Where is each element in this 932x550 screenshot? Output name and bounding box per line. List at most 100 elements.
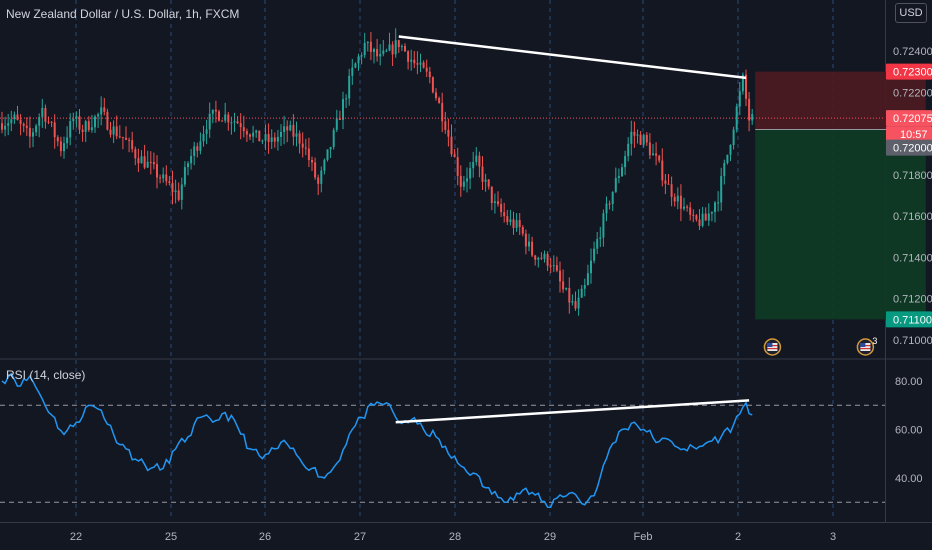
candle-body [56,137,59,142]
candle [422,60,425,69]
candle-body [317,177,320,184]
candle [552,255,555,272]
candle-body [590,260,592,274]
candle-body [165,174,168,182]
candle [710,211,713,222]
candle-body [524,233,527,247]
candle-body [84,121,87,132]
rsi-trend-line[interactable] [395,399,750,424]
flag-canton [860,343,866,347]
candle-body [146,161,149,168]
candle [543,250,546,263]
candle-body [388,44,391,51]
candle-body [140,156,143,164]
candle-body [1,123,3,130]
candle-body [645,134,648,143]
candle [273,132,276,148]
candle-body [273,137,276,142]
candle-body [199,141,202,151]
candle [648,133,651,160]
price-tick-label: 0.72200 [893,87,932,99]
candle-body [723,163,726,177]
candle [261,139,264,145]
price-tick-label: 0.71200 [893,294,932,306]
candle-body [441,103,444,122]
candle [466,167,468,193]
candle-body [115,126,118,137]
candle [602,209,605,247]
candle [32,128,34,147]
candle-body [391,44,394,55]
candle-body [469,168,472,179]
flag-stripe [767,348,778,350]
candle-body [44,107,47,122]
candle [140,150,143,164]
price-tag-bg [886,311,932,328]
candle-body [416,63,419,65]
candle [112,120,115,144]
candle-body [568,287,571,303]
candle [506,209,509,225]
candle [531,236,534,258]
candle [577,289,580,316]
candle-body [174,190,177,193]
candle [614,167,617,193]
candle-body [301,143,304,148]
candle-body [701,213,704,226]
rsi-indicator-title: RSI (14, close) [6,368,86,382]
candle-body [137,158,140,164]
candle [441,92,444,133]
candle-body [425,67,428,72]
candle-body [25,125,28,128]
candle [679,184,682,222]
candle-body [422,62,425,68]
price-candles [1,28,754,316]
currency-button[interactable]: USD [895,3,927,23]
candle-body [75,116,78,119]
candle-body [177,190,180,200]
candle [391,41,394,67]
economic-event-us-icon[interactable]: 3 [856,336,877,356]
candle-body [596,239,599,249]
candle [593,241,596,264]
candle-body [698,219,701,226]
take-profit-zone[interactable] [755,129,926,320]
candle [72,112,75,130]
candle-body [394,40,397,55]
candle [165,165,168,186]
candle [16,105,19,121]
candle-body [472,161,475,169]
candle-body [304,147,307,149]
candle [4,116,7,137]
candle-body [493,201,496,203]
candle-body [16,114,19,120]
candle [723,159,726,185]
candle [701,206,704,228]
candle-body [72,118,75,122]
economic-event-us-icon[interactable] [763,338,782,356]
candle-body [732,129,735,146]
candle-body [143,156,146,168]
candle-body [298,133,301,144]
candle [617,168,620,184]
candle [503,202,506,223]
candle [75,111,78,128]
candle-body [109,129,112,135]
candle [410,49,413,71]
candle-body [407,51,410,62]
candle [94,114,96,133]
candle-body [187,163,189,168]
candle-body [521,227,524,234]
candle [59,136,62,157]
candle-body [717,202,720,204]
candle-body [410,59,413,62]
price-tag-label: 0.72000 [893,143,932,155]
candle [38,113,41,138]
candle-body [351,67,354,76]
price-tick-label: 0.71800 [893,170,932,182]
candle-body [224,114,227,121]
candle [125,126,127,141]
price-trend-line[interactable] [398,35,747,80]
candle [270,129,273,150]
